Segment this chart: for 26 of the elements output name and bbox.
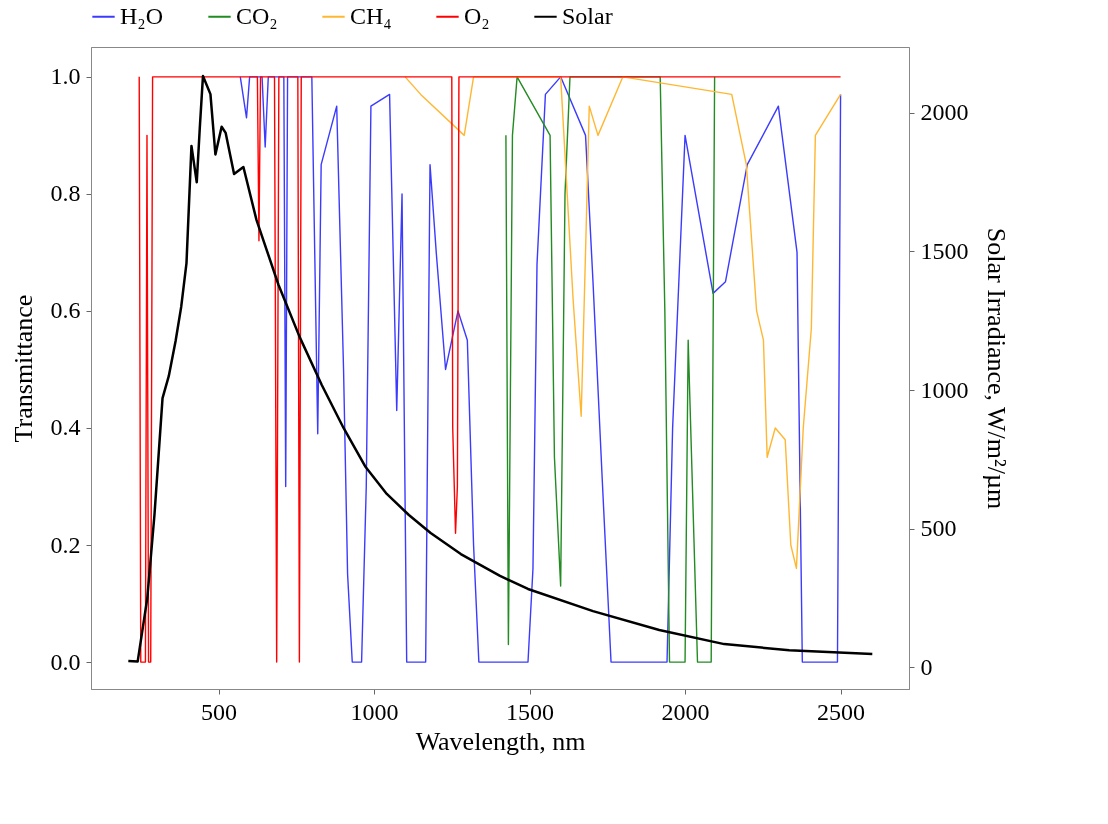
y2-tick-label: 500 — [920, 515, 957, 542]
y2-tick-label: 2000 — [920, 99, 969, 126]
y2-tick-label: 1000 — [920, 376, 969, 403]
legend-label: CO₂ — [236, 2, 278, 29]
x-tick-label: 2000 — [661, 698, 710, 725]
legend-label: H₂O — [120, 2, 164, 29]
y-tick-label: 0.4 — [50, 414, 81, 441]
legend-label: O₂ — [464, 2, 490, 29]
y-tick-label: 0.0 — [50, 648, 81, 675]
x-tick-label: 500 — [201, 698, 238, 725]
x-tick-label: 1500 — [506, 698, 555, 725]
y2-axis-title: Solar Irradiance, W/m²/µm — [981, 227, 1011, 510]
y-tick-label: 0.6 — [50, 297, 81, 324]
y-tick-label: 0.8 — [50, 180, 81, 207]
y2-tick-label: 0 — [920, 653, 933, 680]
y-axis-title: Transmittance — [8, 294, 38, 443]
legend-label: CH₄ — [350, 2, 392, 29]
y2-tick-label: 1500 — [920, 237, 969, 264]
y-tick-label: 1.0 — [50, 63, 81, 90]
x-tick-label: 1000 — [350, 698, 399, 725]
legend-label: Solar — [562, 2, 613, 29]
x-tick-label: 2500 — [817, 698, 866, 725]
line-series — [505, 76, 716, 663]
x-axis-title: Wavelength, nm — [415, 726, 586, 756]
y-tick-label: 0.2 — [50, 531, 81, 558]
line-series — [404, 76, 842, 570]
